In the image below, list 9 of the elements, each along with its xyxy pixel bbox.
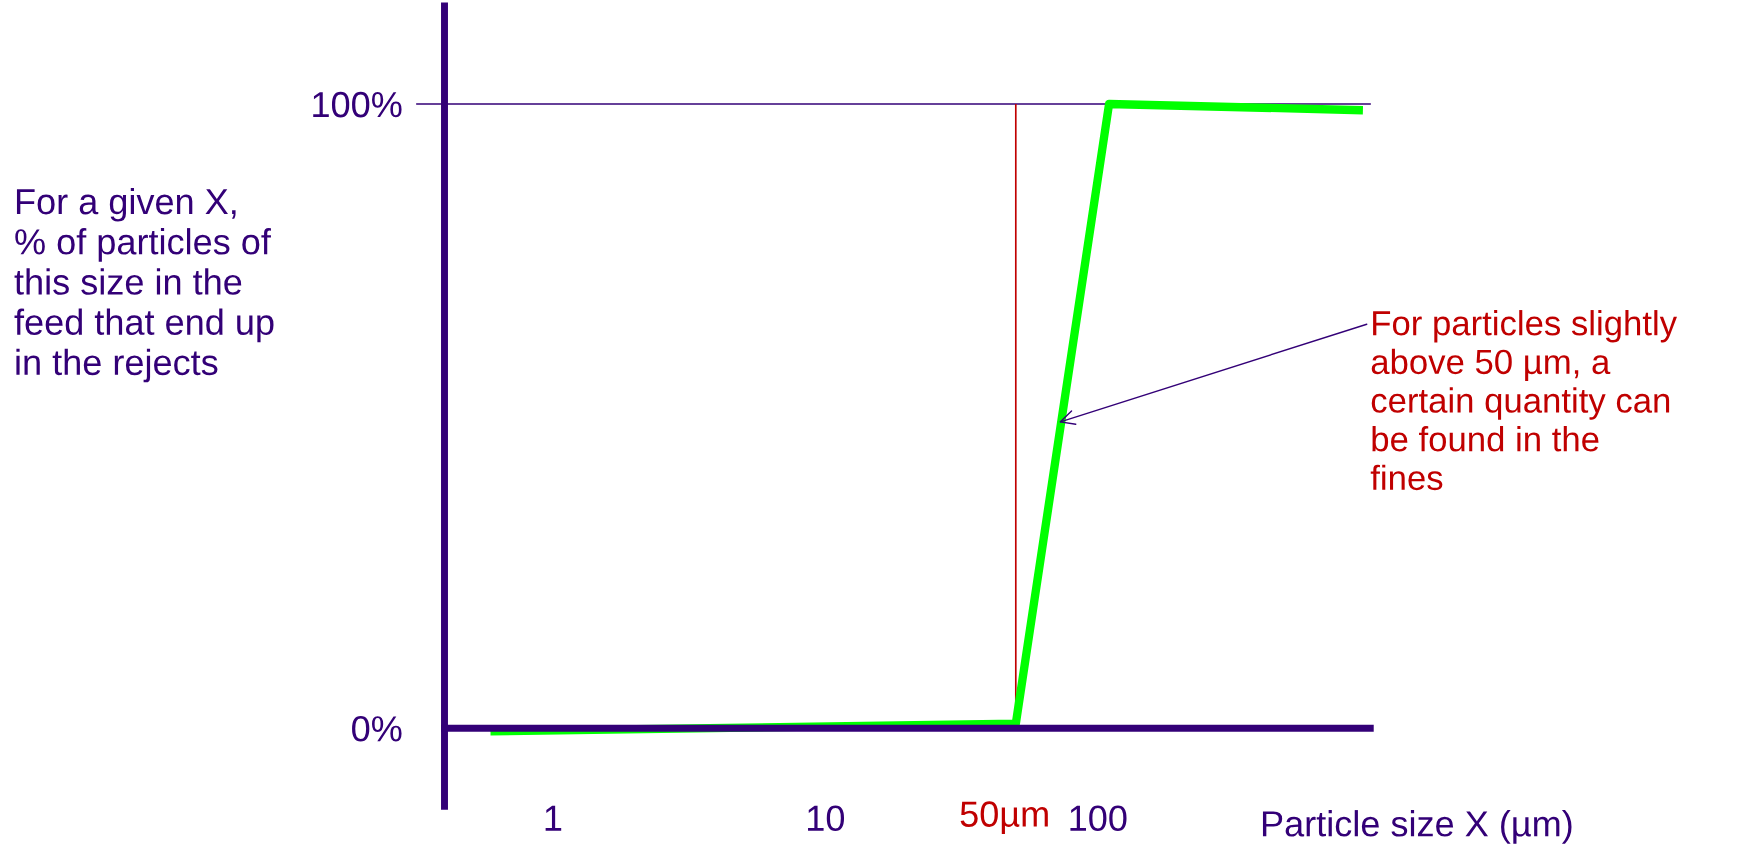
x-tick-label: 100: [1070, 805, 1127, 832]
x-axis-title: Particle size X (µm): [1262, 810, 1572, 844]
y-axis-title: For a given X, % of particles of this size in the feed that end up in the rejects: [14, 187, 274, 383]
annotation: For particles slightly above 50 µm, a certain quantity can be found in the fines: [1370, 310, 1677, 491]
x-tick-label: 10: [808, 805, 845, 832]
ref-line-label: 50µm: [960, 801, 1048, 835]
y-tick-label: 100%: [313, 91, 402, 118]
y-tick-label: 0%: [352, 716, 402, 742]
x-tick-label: 1: [545, 805, 562, 831]
